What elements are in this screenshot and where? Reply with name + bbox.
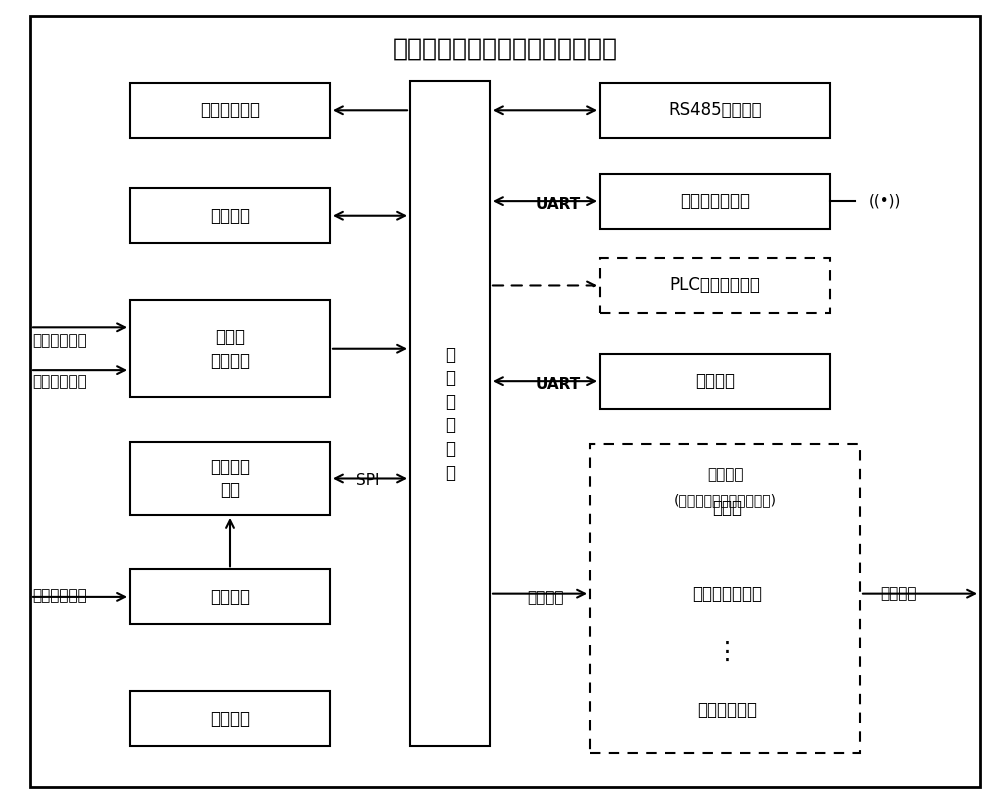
Text: UART: UART [535, 197, 581, 212]
Bar [130, 442, 330, 515]
Bar [130, 300, 330, 397]
Bar [600, 83, 830, 138]
Bar [635, 480, 820, 535]
Text: 继电器: 继电器 [712, 499, 742, 517]
Text: 电能计量
模块: 电能计量 模块 [210, 457, 250, 500]
Text: 红外模块: 红外模块 [695, 372, 735, 390]
Text: 控制命令: 控制命令 [527, 590, 563, 605]
Text: PLC载波通信模块: PLC载波通信模块 [670, 277, 760, 294]
Text: ((•)): ((•)) [869, 194, 901, 208]
Bar [410, 81, 490, 746]
Text: 主
控
制
器
模
块: 主 控 制 器 模 块 [445, 345, 455, 482]
Text: 存储模块: 存储模块 [210, 207, 250, 225]
Bar [600, 174, 830, 229]
Bar [635, 683, 820, 738]
Bar [130, 569, 330, 624]
Bar [600, 258, 830, 313]
Bar [130, 691, 330, 746]
Text: 微功率无线模块: 微功率无线模块 [680, 192, 750, 210]
Text: 温湿度控制器: 温湿度控制器 [698, 702, 758, 719]
Text: 液晶显示模块: 液晶显示模块 [200, 101, 260, 119]
Text: 基于需求响应的能效直接监控装置: 基于需求响应的能效直接监控装置 [392, 36, 618, 61]
Text: 实时热工参数: 实时热工参数 [32, 333, 87, 348]
Text: 控制模块: 控制模块 [707, 467, 743, 482]
Text: 电源模块: 电源模块 [210, 710, 250, 727]
Text: SPI: SPI [356, 473, 380, 487]
Text: 热工量
采集模块: 热工量 采集模块 [210, 328, 250, 370]
Bar [600, 354, 830, 409]
Text: 控制电流: 控制电流 [880, 586, 916, 601]
Bar [130, 188, 330, 243]
Bar [590, 444, 860, 753]
Bar [130, 83, 330, 138]
Text: RS485接口模块: RS485接口模块 [668, 101, 762, 119]
Text: ⋮: ⋮ [715, 640, 740, 664]
Text: 实时环境信息: 实时环境信息 [32, 374, 87, 388]
Bar [635, 566, 820, 621]
Text: 电动阀门控制器: 电动阀门控制器 [692, 585, 763, 603]
Text: 采样模块: 采样模块 [210, 588, 250, 606]
Text: (根据需要选配相应控制器): (根据需要选配相应控制器) [674, 493, 776, 507]
Text: UART: UART [535, 377, 581, 392]
Text: 实时电工参数: 实时电工参数 [32, 589, 87, 603]
